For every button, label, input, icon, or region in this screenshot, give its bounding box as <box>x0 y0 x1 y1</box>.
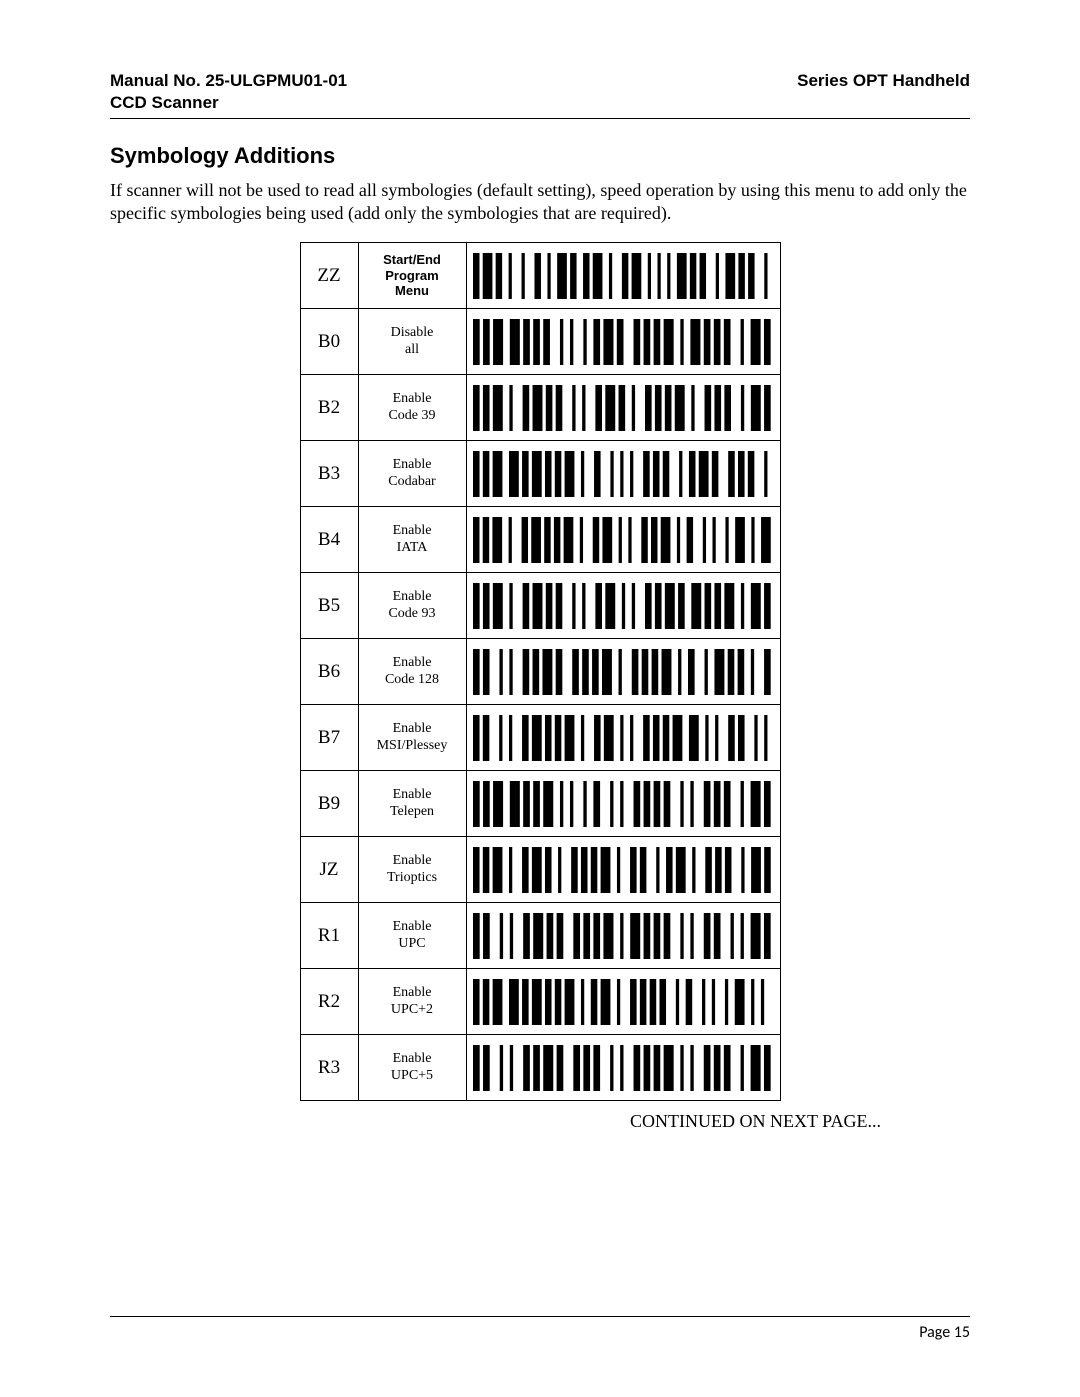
row-description: EnableCode 128 <box>358 639 466 705</box>
barcode-svg <box>473 451 774 497</box>
row-barcode-cell <box>466 309 780 375</box>
table-row: B2EnableCode 39 <box>300 375 780 441</box>
series-label: Series OPT Handheld <box>797 70 970 92</box>
barcode-svg <box>473 385 774 431</box>
table-row: B7EnableMSI/Plessey <box>300 705 780 771</box>
row-barcode-cell <box>466 375 780 441</box>
row-code: B4 <box>300 507 358 573</box>
row-code: B7 <box>300 705 358 771</box>
row-code: B3 <box>300 441 358 507</box>
row-description: EnableUPC+5 <box>358 1035 466 1101</box>
row-barcode-cell <box>466 573 780 639</box>
row-barcode-cell <box>466 507 780 573</box>
row-code: JZ <box>300 837 358 903</box>
table-row: B0Disableall <box>300 309 780 375</box>
symbology-table-body: ZZStart/EndProgramMenuB0DisableallB2Enab… <box>300 243 780 1101</box>
row-code: B6 <box>300 639 358 705</box>
row-code: B2 <box>300 375 358 441</box>
barcode-svg <box>473 517 774 563</box>
row-description: Disableall <box>358 309 466 375</box>
row-description: EnableCode 93 <box>358 573 466 639</box>
barcode-svg <box>473 781 774 827</box>
barcode-svg <box>473 847 774 893</box>
scanner-line: CCD Scanner <box>110 92 347 114</box>
barcode-svg <box>473 253 774 299</box>
table-row: R1EnableUPC <box>300 903 780 969</box>
table-row: B6EnableCode 128 <box>300 639 780 705</box>
row-barcode-cell <box>466 837 780 903</box>
row-description: EnableTelepen <box>358 771 466 837</box>
intro-paragraph: If scanner will not be used to read all … <box>110 179 970 224</box>
barcode-svg <box>473 979 774 1025</box>
header-left: Manual No. 25-ULGPMU01-01 CCD Scanner <box>110 70 347 114</box>
row-description: Start/EndProgramMenu <box>358 243 466 309</box>
row-description: EnableUPC+2 <box>358 969 466 1035</box>
row-code: R2 <box>300 969 358 1035</box>
manual-number: Manual No. 25-ULGPMU01-01 <box>110 70 347 92</box>
row-barcode-cell <box>466 1035 780 1101</box>
section-title: Symbology Additions <box>110 143 970 169</box>
table-row: R2EnableUPC+2 <box>300 969 780 1035</box>
row-description: EnableTrioptics <box>358 837 466 903</box>
barcode-svg <box>473 649 774 695</box>
table-row: B5EnableCode 93 <box>300 573 780 639</box>
row-code: R1 <box>300 903 358 969</box>
row-barcode-cell <box>466 441 780 507</box>
barcode-svg <box>473 583 774 629</box>
table-row: B9EnableTelepen <box>300 771 780 837</box>
table-row: JZEnableTrioptics <box>300 837 780 903</box>
barcode-svg <box>473 319 774 365</box>
footer-rule <box>110 1316 970 1317</box>
row-barcode-cell <box>466 771 780 837</box>
row-code: B0 <box>300 309 358 375</box>
barcode-svg <box>473 715 774 761</box>
row-description: EnableCodabar <box>358 441 466 507</box>
row-description: EnableCode 39 <box>358 375 466 441</box>
table-row: ZZStart/EndProgramMenu <box>300 243 780 309</box>
barcode-svg <box>473 913 774 959</box>
row-code: ZZ <box>300 243 358 309</box>
header-rule <box>110 118 970 119</box>
row-barcode-cell <box>466 969 780 1035</box>
row-description: EnableIATA <box>358 507 466 573</box>
row-description: EnableUPC <box>358 903 466 969</box>
page-number: Page 15 <box>110 1323 970 1342</box>
row-barcode-cell <box>466 243 780 309</box>
table-row: B4EnableIATA <box>300 507 780 573</box>
barcode-svg <box>473 1045 774 1091</box>
page-footer: Page 15 <box>110 1316 970 1342</box>
row-barcode-cell <box>466 903 780 969</box>
table-row: B3EnableCodabar <box>300 441 780 507</box>
row-code: R3 <box>300 1035 358 1101</box>
page-header: Manual No. 25-ULGPMU01-01 CCD Scanner Se… <box>110 70 970 114</box>
row-barcode-cell <box>466 705 780 771</box>
symbology-table: ZZStart/EndProgramMenuB0DisableallB2Enab… <box>300 242 781 1101</box>
header-right: Series OPT Handheld <box>797 70 970 92</box>
continued-label: CONTINUED ON NEXT PAGE... <box>630 1111 970 1132</box>
table-row: R3EnableUPC+5 <box>300 1035 780 1101</box>
row-barcode-cell <box>466 639 780 705</box>
page: Manual No. 25-ULGPMU01-01 CCD Scanner Se… <box>0 0 1080 1397</box>
row-code: B5 <box>300 573 358 639</box>
row-description: EnableMSI/Plessey <box>358 705 466 771</box>
row-code: B9 <box>300 771 358 837</box>
